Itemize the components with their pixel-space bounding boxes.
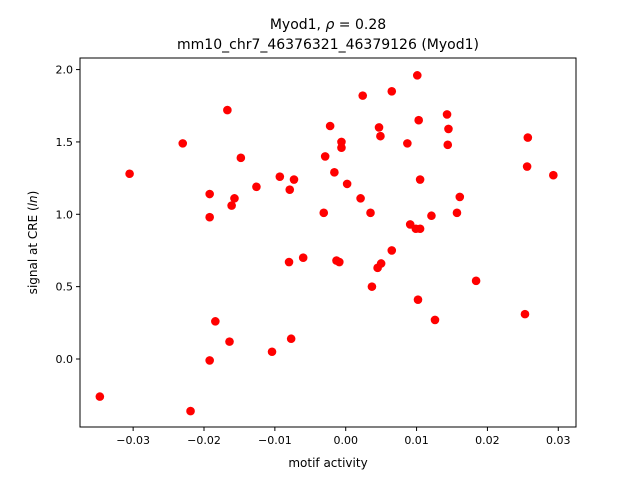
data-point [337, 143, 346, 153]
plot-area-frame [79, 57, 577, 428]
data-point [443, 140, 453, 150]
data-point [549, 170, 558, 180]
data-point [289, 175, 299, 184]
x-tick-label: 0.00 [333, 434, 358, 447]
data-point [252, 182, 261, 192]
data-point [444, 124, 453, 134]
data-point [471, 276, 481, 286]
data-point [230, 194, 239, 203]
data-point [374, 123, 384, 132]
x-tick-label: −0.02 [187, 434, 221, 447]
data-point [227, 201, 236, 210]
data-point [366, 208, 375, 218]
x-tick-label: 0.02 [475, 434, 500, 447]
y-axis-ticks: 0.0 0.5 1.0 1.5 2.0 [56, 64, 80, 366]
data-point [211, 317, 220, 326]
data-point [125, 169, 134, 179]
x-axis-label: motif activity [288, 456, 367, 470]
data-point [178, 139, 188, 148]
data-point [358, 91, 368, 100]
data-point [376, 259, 386, 268]
data-point [320, 152, 330, 161]
chart-title-line2: mm10_chr7_46376321_46379126 (Myod1) [177, 37, 479, 53]
data-point [95, 392, 105, 401]
data-point [286, 334, 296, 344]
x-tick-label: −0.03 [116, 434, 150, 447]
data-point [376, 131, 385, 141]
data-point [225, 337, 234, 346]
data-point [356, 194, 365, 203]
points-layer [95, 71, 558, 416]
data-point [523, 133, 533, 142]
data-point [520, 309, 530, 319]
data-point [319, 208, 329, 218]
data-point [205, 356, 214, 365]
data-point [452, 208, 462, 218]
data-point [430, 315, 440, 325]
x-axis-ticks: −0.03 −0.02 −0.01 0.00 0.01 0.02 0.03 [116, 427, 571, 447]
data-point [325, 121, 335, 131]
y-tick-label: 0.0 [56, 353, 74, 366]
data-point [413, 295, 423, 304]
data-point [387, 86, 397, 96]
data-point [284, 257, 294, 267]
y-tick-label: 1.5 [56, 136, 74, 149]
y-axis-label: signal at CRE (ln) [26, 191, 40, 295]
x-tick-label: −0.01 [258, 434, 292, 447]
data-point [285, 185, 295, 194]
data-point [387, 246, 397, 255]
data-point [455, 192, 465, 202]
data-point [267, 347, 277, 357]
chart-title-line1: Myod1, ρ = 0.28 [270, 17, 386, 33]
x-tick-label: 0.03 [546, 434, 571, 447]
x-tick-label: 0.01 [404, 434, 429, 447]
y-tick-label: 1.0 [56, 208, 74, 221]
data-point [415, 175, 425, 184]
data-point [236, 153, 246, 163]
data-point [186, 406, 195, 416]
data-point [367, 282, 377, 291]
data-point [298, 253, 308, 262]
data-point [330, 168, 339, 177]
data-point [335, 257, 344, 267]
data-point [275, 172, 285, 181]
data-point [427, 211, 436, 221]
data-point [342, 179, 352, 189]
data-point [205, 189, 214, 199]
data-point [223, 105, 232, 115]
data-point [403, 139, 412, 148]
data-point [205, 212, 214, 222]
y-tick-label: 2.0 [56, 64, 74, 77]
data-point [522, 162, 532, 171]
data-point [412, 71, 422, 80]
data-point [442, 110, 452, 119]
y-tick-label: 0.5 [56, 281, 74, 294]
data-point [415, 224, 425, 234]
data-point [414, 115, 424, 125]
